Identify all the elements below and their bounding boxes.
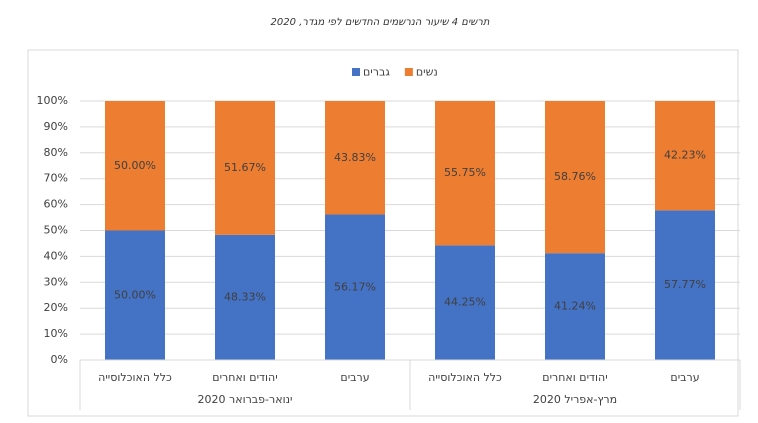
y-tick-label: 80% — [44, 146, 68, 159]
y-tick-label: 90% — [44, 120, 68, 133]
bar-segment — [545, 101, 605, 254]
legend-label: נשים — [416, 66, 438, 79]
y-tick-label: 50% — [44, 224, 68, 237]
y-tick-label: 30% — [44, 275, 68, 288]
x-tick-label: כלל האוכלוסייה — [98, 371, 172, 384]
x-tick-label: כלל האוכלוסייה — [428, 371, 502, 384]
bar-segment — [435, 101, 495, 246]
value-label: 51.67% — [224, 161, 266, 174]
value-label: 56.17% — [334, 280, 376, 293]
bar-segment — [215, 101, 275, 235]
y-tick-label: 70% — [44, 172, 68, 185]
x-tick-label: ערבים — [670, 371, 699, 384]
bar-segment — [545, 253, 605, 360]
x-tick-label: יהודים ואחרים — [212, 371, 277, 384]
bar-segment — [325, 214, 385, 360]
x-tick-label: ערבים — [340, 371, 369, 384]
value-label: 58.76% — [554, 170, 596, 183]
value-label: 43.83% — [334, 151, 376, 164]
group-label: מרץ-אפריל 2020 — [533, 393, 617, 406]
legend-swatch — [352, 68, 360, 76]
value-label: 50.00% — [114, 159, 156, 172]
value-label: 42.23% — [664, 149, 706, 162]
bar-segment — [435, 245, 495, 360]
bar-segment — [215, 234, 275, 360]
legend-swatch — [404, 68, 413, 76]
bar-segment — [325, 101, 385, 215]
bar-segment — [105, 230, 165, 360]
y-tick-label: 20% — [44, 301, 68, 314]
value-label: 50.00% — [114, 288, 156, 301]
y-tick-label: 60% — [44, 198, 68, 211]
value-label: 57.77% — [664, 278, 706, 291]
chart-title: תרשים 4 שיעור הנרשמים החדשים לפי מגדר, 2… — [271, 17, 490, 28]
bar-segment — [655, 210, 715, 360]
value-label: 41.24% — [554, 300, 596, 313]
y-tick-label: 10% — [44, 327, 68, 340]
bar-segment — [105, 101, 165, 231]
group-label: ינואר-פברואר 2020 — [198, 393, 293, 406]
y-tick-label: 40% — [44, 249, 68, 262]
bar-segment — [655, 101, 715, 211]
y-tick-label: 0% — [51, 353, 68, 366]
value-label: 44.25% — [444, 296, 486, 309]
x-tick-label: יהודים ואחרים — [542, 371, 607, 384]
legend-label: גברים — [363, 66, 390, 79]
y-tick-label: 100% — [37, 94, 68, 107]
value-label: 55.75% — [444, 166, 486, 179]
value-label: 48.33% — [224, 290, 266, 303]
